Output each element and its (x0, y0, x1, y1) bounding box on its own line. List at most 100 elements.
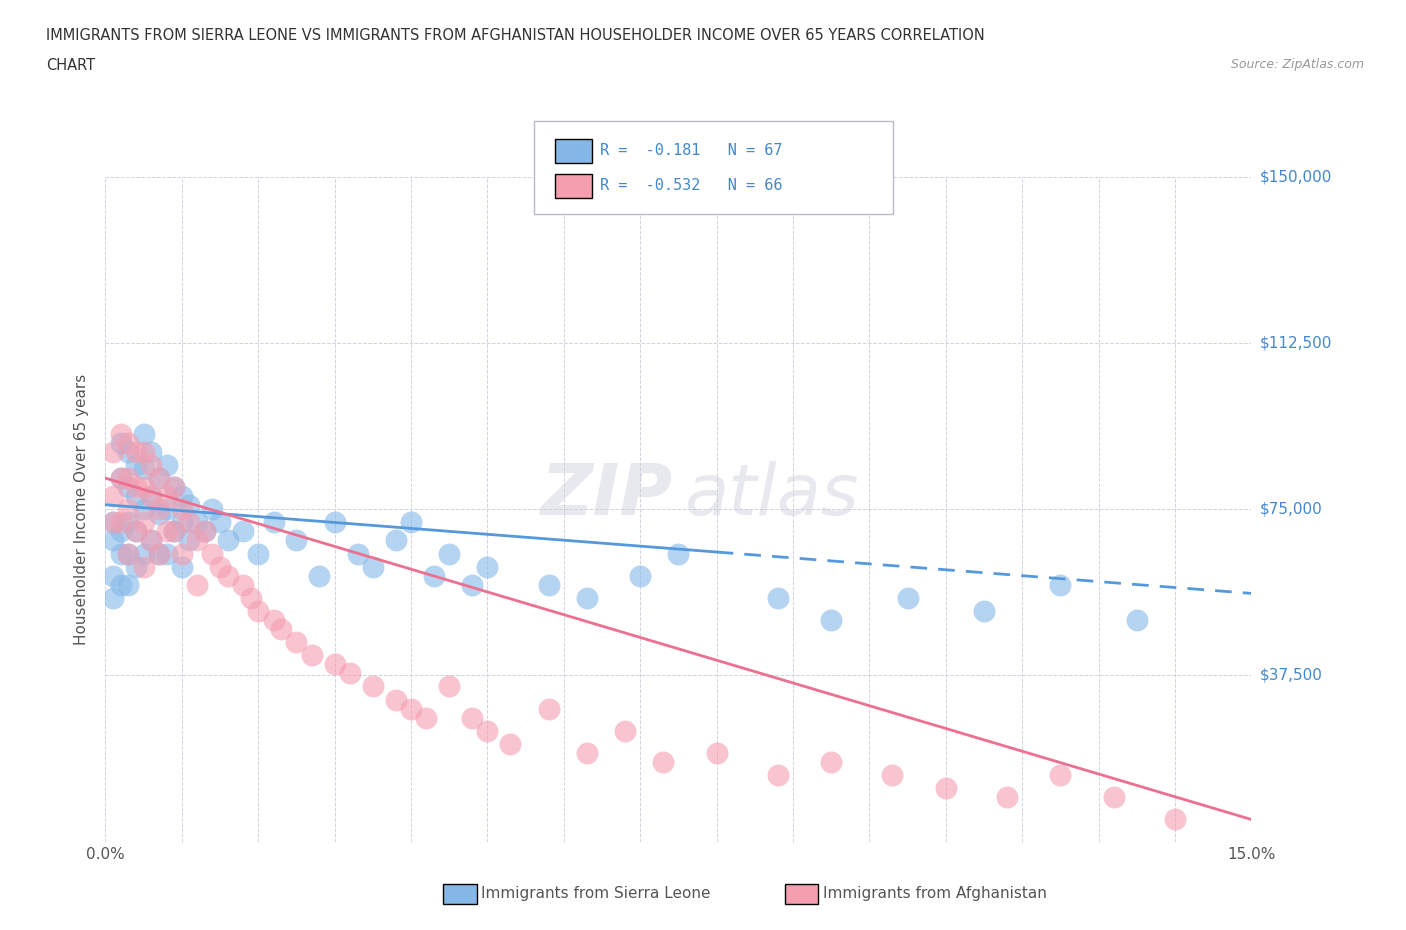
Point (110, 471, 132, 485)
Point (285, 533, 308, 548)
Point (308, 568, 330, 583)
Point (117, 578, 139, 592)
Text: Source: ZipAtlas.com: Source: ZipAtlas.com (1230, 58, 1364, 71)
Point (125, 524, 148, 538)
Point (148, 546, 170, 561)
Point (613, 724, 636, 738)
Point (1049, 578, 1071, 592)
Point (461, 711, 484, 725)
Point (170, 488, 193, 503)
Point (179, 498, 201, 512)
Point (163, 480, 186, 495)
Point (125, 559, 148, 574)
Point (247, 546, 270, 561)
Point (239, 591, 262, 605)
Point (155, 488, 177, 503)
Point (346, 546, 368, 561)
Point (141, 533, 163, 548)
Point (820, 613, 842, 628)
Point (110, 578, 132, 592)
Point (339, 666, 361, 681)
Point (132, 462, 155, 477)
Point (247, 604, 270, 618)
Text: R =  -0.532   N = 66: R = -0.532 N = 66 (600, 179, 783, 193)
Text: Immigrants from Sierra Leone: Immigrants from Sierra Leone (481, 886, 710, 901)
Point (101, 533, 124, 548)
Point (117, 480, 139, 495)
Point (384, 533, 406, 548)
Point (132, 502, 155, 517)
Point (155, 458, 177, 472)
Point (170, 559, 193, 574)
Point (399, 515, 422, 530)
Text: $37,500: $37,500 (1260, 668, 1323, 683)
Point (163, 524, 186, 538)
Point (706, 746, 728, 761)
Point (217, 533, 239, 548)
Point (666, 546, 689, 561)
Point (132, 546, 155, 561)
Point (101, 488, 124, 503)
Point (141, 488, 163, 503)
Point (439, 679, 461, 694)
Point (148, 506, 170, 521)
Point (575, 746, 598, 761)
Point (1125, 613, 1147, 628)
Point (155, 502, 177, 517)
Point (232, 578, 254, 592)
Point (110, 515, 132, 530)
Point (110, 546, 132, 561)
Point (110, 426, 132, 441)
Point (125, 488, 148, 503)
Point (995, 790, 1018, 804)
Point (110, 435, 132, 450)
Text: R =  -0.181   N = 67: R = -0.181 N = 67 (600, 143, 783, 158)
Point (132, 480, 155, 495)
Text: $112,500: $112,500 (1260, 336, 1331, 351)
Point (323, 657, 346, 671)
Point (882, 768, 904, 783)
Point (163, 524, 186, 538)
Point (148, 546, 170, 561)
Point (217, 568, 239, 583)
Point (820, 754, 842, 769)
Text: Immigrants from Afghanistan: Immigrants from Afghanistan (823, 886, 1046, 901)
Point (208, 515, 231, 530)
Point (117, 546, 139, 561)
Point (132, 559, 155, 574)
Point (361, 679, 384, 694)
Point (186, 578, 208, 592)
Point (101, 515, 124, 530)
Text: atlas: atlas (685, 461, 859, 530)
Y-axis label: Householder Income Over 65 years: Householder Income Over 65 years (75, 374, 90, 644)
Point (439, 546, 461, 561)
Point (155, 524, 177, 538)
Text: CHART: CHART (46, 58, 96, 73)
Point (117, 471, 139, 485)
Point (186, 533, 208, 548)
Point (101, 568, 124, 583)
Point (117, 502, 139, 517)
Point (652, 754, 675, 769)
Point (285, 634, 308, 649)
Point (117, 515, 139, 530)
Point (263, 515, 285, 530)
Point (179, 515, 201, 530)
Point (170, 546, 193, 561)
Point (208, 559, 231, 574)
Point (141, 458, 163, 472)
Point (1049, 768, 1071, 783)
Point (384, 692, 406, 707)
Text: $75,000: $75,000 (1260, 501, 1323, 517)
Point (766, 768, 789, 783)
Point (270, 621, 292, 636)
Point (125, 458, 148, 472)
Point (323, 515, 346, 530)
Point (263, 613, 285, 628)
Point (194, 524, 217, 538)
Point (461, 578, 484, 592)
Point (132, 515, 155, 530)
Point (170, 515, 193, 530)
Point (125, 445, 148, 459)
Point (163, 480, 186, 495)
